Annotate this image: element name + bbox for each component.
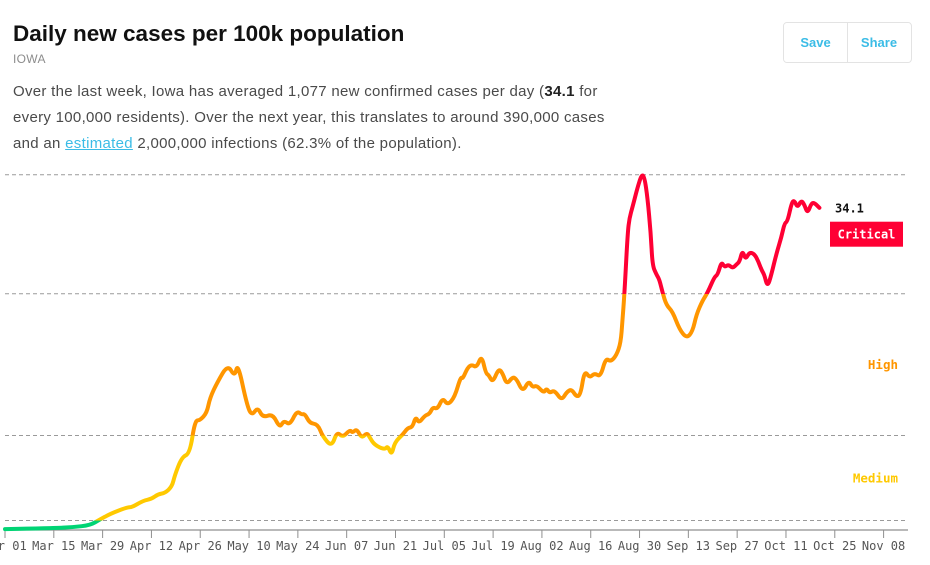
summary-text: Over the last week, Iowa has averaged 1,…: [13, 83, 545, 100]
x-tick-label: Jul 05: [423, 539, 466, 553]
x-axis: Mar 01 Mar 15 Mar 29 Apr 12 Apr 26 May 10 May …: [0, 529, 908, 553]
summary-text: 2,000,000 infections (62.3% of the popul…: [132, 135, 462, 152]
summary-line-2: every 100,000 residents). Over the next …: [13, 109, 605, 126]
x-tick-label: Sep 13: [667, 539, 710, 553]
x-tick-label: Jun 07: [325, 539, 368, 553]
x-tick-label: May 24: [276, 539, 319, 553]
page-title: Daily new cases per 100k population: [13, 21, 405, 46]
x-tick-label: Aug 30: [618, 539, 661, 553]
x-tick-label: Mar 01: [0, 539, 27, 553]
summary-line-3: and an estimated 2,000,000 infections (6…: [13, 131, 605, 157]
x-tick-label: Aug 02: [520, 539, 563, 553]
summary-current-value: 34.1: [544, 83, 575, 100]
action-button-group: Save Share: [783, 22, 912, 63]
x-tick-label: Apr 12: [130, 539, 173, 553]
summary-paragraph: Over the last week, Iowa has averaged 1,…: [13, 79, 605, 157]
save-button[interactable]: Save: [784, 23, 848, 62]
x-tick-label: Aug 16: [569, 539, 612, 553]
current-value-label: 34.1: [835, 201, 864, 215]
x-tick-label: Oct 11: [764, 539, 807, 553]
level-badge-critical: Critical: [830, 221, 903, 247]
level-label-critical: Critical: [838, 227, 896, 241]
x-tick-label: Mar 29: [81, 539, 124, 553]
x-tick-label: Mar 15: [32, 539, 75, 553]
badge-background: [830, 221, 903, 247]
x-tick-label: Jul 19: [471, 539, 514, 553]
summary-text: for: [574, 83, 598, 100]
summary-line-1: Over the last week, Iowa has averaged 1,…: [13, 79, 605, 105]
x-tick-label: Nov 08: [862, 539, 905, 553]
x-tick-label: Jun 21: [374, 539, 417, 553]
x-tick-label: Oct 25: [813, 539, 856, 553]
level-label-medium: Medium: [853, 471, 899, 486]
x-tick-label: Apr 26: [179, 539, 222, 553]
estimated-link[interactable]: estimated: [65, 135, 133, 152]
summary-text: and an: [13, 135, 66, 152]
x-tick-label: May 10: [227, 539, 270, 553]
level-label-high: High: [868, 357, 898, 372]
x-tick-label: Sep 27: [715, 539, 758, 553]
gridlines: [5, 174, 905, 522]
share-button[interactable]: Share: [848, 23, 910, 62]
region-label: IOWA: [13, 52, 46, 66]
daily-cases-chart: Mar 01 Mar 15 Mar 29 Apr 12 Apr 26 May 10 May …: [0, 173, 908, 553]
series-line: [3, 173, 822, 532]
